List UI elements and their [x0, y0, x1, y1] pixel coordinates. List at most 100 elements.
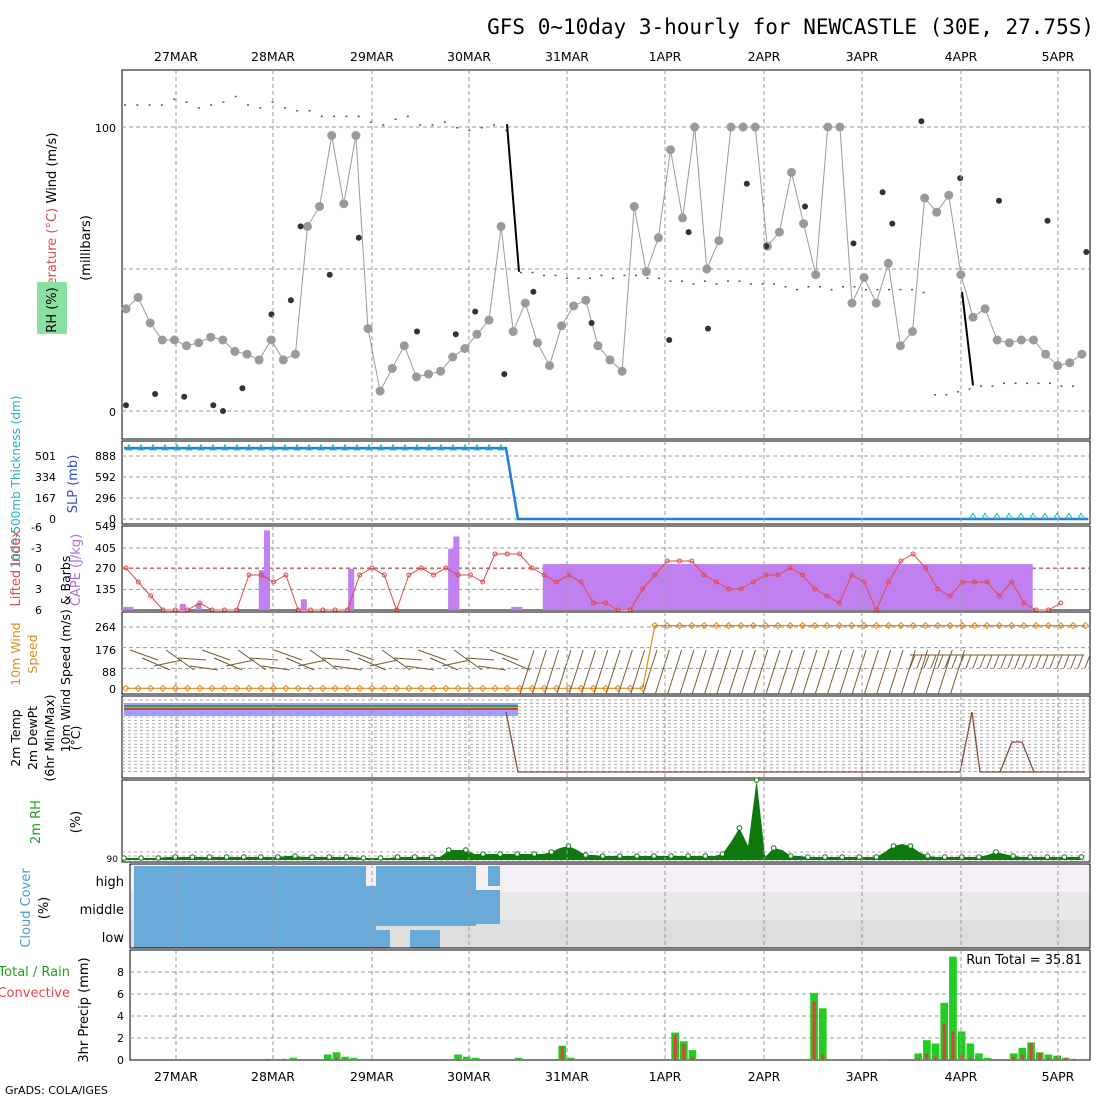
- pressure-dot: [480, 127, 483, 129]
- total-precip-bar: [1018, 1047, 1027, 1060]
- date-label: 2APR: [748, 1069, 781, 1084]
- pressure-dot: [761, 283, 764, 285]
- rh-point: [871, 298, 881, 308]
- cape-bar: [889, 564, 896, 610]
- cape-bar: [926, 564, 933, 610]
- wind-speed-marker: [171, 684, 179, 693]
- slp-tick: 888: [95, 450, 116, 463]
- pressure-dot: [419, 124, 422, 126]
- lifted-index-point: [431, 572, 436, 578]
- rh-axis-label: RH (%): [45, 287, 60, 332]
- thickness-marker: [257, 443, 265, 451]
- cape-bar: [611, 564, 618, 610]
- svg-text:10m Wind Speed (m/s) & Barbs: 10m Wind Speed (m/s) & Barbs: [58, 556, 73, 753]
- wind-speed-marker: [1081, 621, 1090, 630]
- wind-speed-marker: [183, 684, 192, 693]
- pressure-dot: [623, 274, 626, 277]
- wind-barb: [876, 649, 892, 695]
- cape-bar: [942, 564, 949, 610]
- wind-speed-marker: [614, 684, 622, 693]
- wind-speed-marker: [429, 684, 438, 693]
- rh-marker: [753, 777, 760, 783]
- total-precip-bar: [975, 1053, 983, 1060]
- pressure-dot: [704, 280, 706, 282]
- temperature-point: [1083, 249, 1090, 255]
- pressure-dot: [370, 121, 372, 123]
- wind-speed-marker: [897, 621, 905, 630]
- rh-marker: [1078, 854, 1085, 860]
- temperature-point: [355, 234, 362, 241]
- wind-barb: [453, 649, 483, 671]
- lifted-index-point: [677, 558, 682, 564]
- lifted-index-line: [125, 553, 1062, 612]
- wind-barb: [951, 654, 958, 669]
- li-tick: -3: [31, 542, 42, 555]
- pressure-dot: [136, 104, 139, 106]
- wind-speed-marker: [540, 684, 548, 693]
- rh-marker: [394, 854, 401, 860]
- wind-barb: [568, 649, 584, 695]
- p1-tick-100: 100: [95, 122, 116, 135]
- cape-bar: [1005, 564, 1012, 610]
- pressure-drop-line: [961, 291, 974, 386]
- date-label: 30MAR: [447, 1069, 491, 1084]
- temperature-point: [957, 175, 964, 182]
- cape-bar: [874, 564, 881, 610]
- precip-tick: 4: [117, 1010, 124, 1023]
- pressure-dot: [543, 274, 545, 277]
- wind-speed-marker: [675, 621, 684, 630]
- wind-barb: [531, 649, 547, 695]
- wind-speed-marker: [601, 684, 610, 693]
- wind-speed-marker: [1069, 621, 1077, 630]
- cape-bar: [947, 564, 954, 610]
- convective-precip-bar: [942, 1023, 946, 1060]
- rh-marker: [1027, 854, 1033, 860]
- pressure-dot: [692, 283, 695, 285]
- temperature-point: [705, 325, 711, 332]
- temperature-point: [743, 180, 750, 187]
- pressure-dot: [520, 271, 522, 274]
- thickness-marker: [473, 443, 481, 451]
- rh-marker: [206, 854, 213, 860]
- convective-precip-bar: [1046, 1057, 1050, 1060]
- wind-barb: [225, 659, 255, 667]
- date-label: 5APR: [1042, 49, 1075, 64]
- svg-text:RH (%): RH (%): [45, 287, 60, 332]
- wind-barb: [617, 649, 633, 695]
- rh-point: [895, 341, 905, 351]
- cape-bar: [648, 564, 654, 610]
- rh-point: [472, 329, 482, 339]
- wind-speed-marker: [491, 684, 499, 693]
- wind-barb: [381, 649, 411, 671]
- pressure-dot: [646, 277, 649, 279]
- wind-barb: [839, 649, 855, 695]
- pressure-dot: [197, 107, 200, 109]
- wind-barb: [900, 649, 916, 695]
- cloud-block: [330, 930, 390, 948]
- date-label: 30MAR: [447, 49, 491, 64]
- wind-speed-marker: [331, 684, 339, 693]
- lifted-index-point: [406, 572, 412, 578]
- panel8-frame: [129, 949, 1091, 1061]
- wind-speed-marker: [761, 621, 770, 630]
- lifted-index-point: [1009, 579, 1015, 585]
- wind-speed-marker: [934, 621, 942, 630]
- cloud-block: [488, 866, 500, 886]
- rh-point: [1065, 358, 1075, 368]
- rh-marker: [463, 847, 469, 853]
- wind-speed-marker: [712, 621, 721, 630]
- lifted-index-point: [148, 593, 154, 599]
- temperature-point: [850, 240, 857, 247]
- precip-tick: 2: [117, 1032, 124, 1045]
- wind-barb: [501, 657, 531, 671]
- svg-text:(%): (%): [37, 897, 52, 920]
- cape-bar: [784, 564, 791, 610]
- wind-speed-marker: [442, 684, 450, 693]
- wind-speed-marker: [380, 684, 389, 693]
- thickness-marker: [969, 512, 977, 519]
- pressure-dot: [468, 129, 471, 132]
- li-tick: 6: [35, 604, 42, 617]
- cape-bar: [684, 564, 691, 610]
- wind-speed-marker: [306, 684, 315, 693]
- thickness-marker: [245, 443, 253, 451]
